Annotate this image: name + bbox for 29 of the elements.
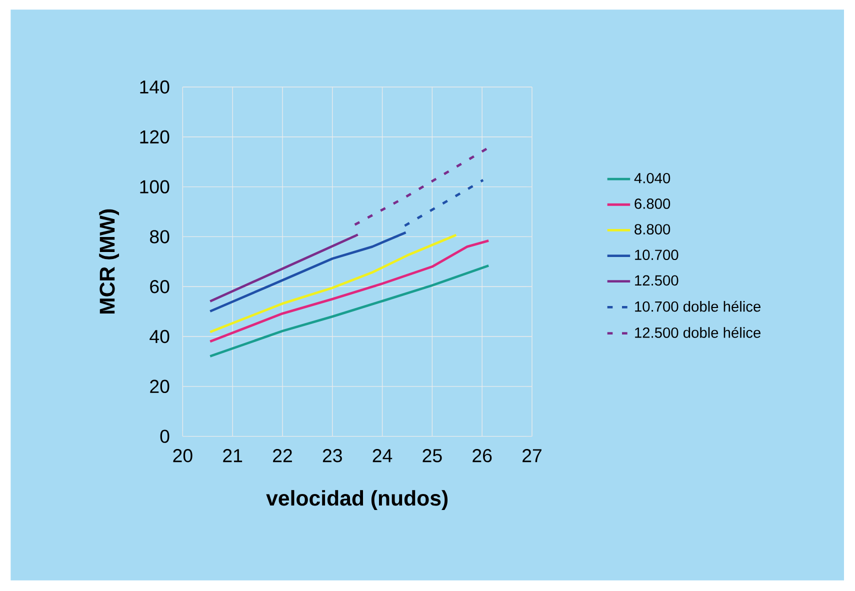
legend-label: 10.700 doble hélice — [635, 300, 760, 312]
line-series — [208, 231, 407, 313]
x-tick-label: 25 — [422, 449, 442, 462]
x-tick-label: 26 — [472, 449, 492, 462]
legend-label: 12.500 doble hélice — [635, 326, 760, 338]
x-tick-label: 24 — [372, 449, 392, 462]
y-tick-label: 120 — [140, 130, 170, 144]
line-series — [208, 264, 490, 358]
legend-label: 8.800 — [634, 224, 670, 234]
legend-label: 6.800 — [634, 198, 670, 209]
x-tick-label: 20 — [173, 449, 192, 462]
y-tick-label: 60 — [150, 280, 170, 294]
y-tick-label: 100 — [140, 180, 170, 194]
x-tick-label: 22 — [273, 449, 292, 462]
legend-label: 4.040 — [634, 172, 670, 184]
x-tick-label: 23 — [322, 449, 342, 462]
line-series — [208, 239, 490, 343]
legend-label: 12.500 — [635, 275, 678, 286]
y-tick-label: 140 — [140, 80, 170, 94]
y-tick-label: 80 — [150, 230, 170, 244]
x-tick-label: 21 — [223, 449, 242, 462]
y-tick-label: 40 — [150, 330, 170, 344]
line-series — [208, 234, 458, 334]
y-axis-title: MCR (MW) — [99, 209, 120, 314]
y-tick-label: 0 — [160, 430, 170, 443]
x-axis-title: velocidad (nudos) — [266, 490, 448, 510]
x-tick-label: 27 — [522, 449, 542, 462]
legend-label: 10.700 — [635, 250, 678, 260]
y-tick-label: 20 — [150, 380, 170, 394]
